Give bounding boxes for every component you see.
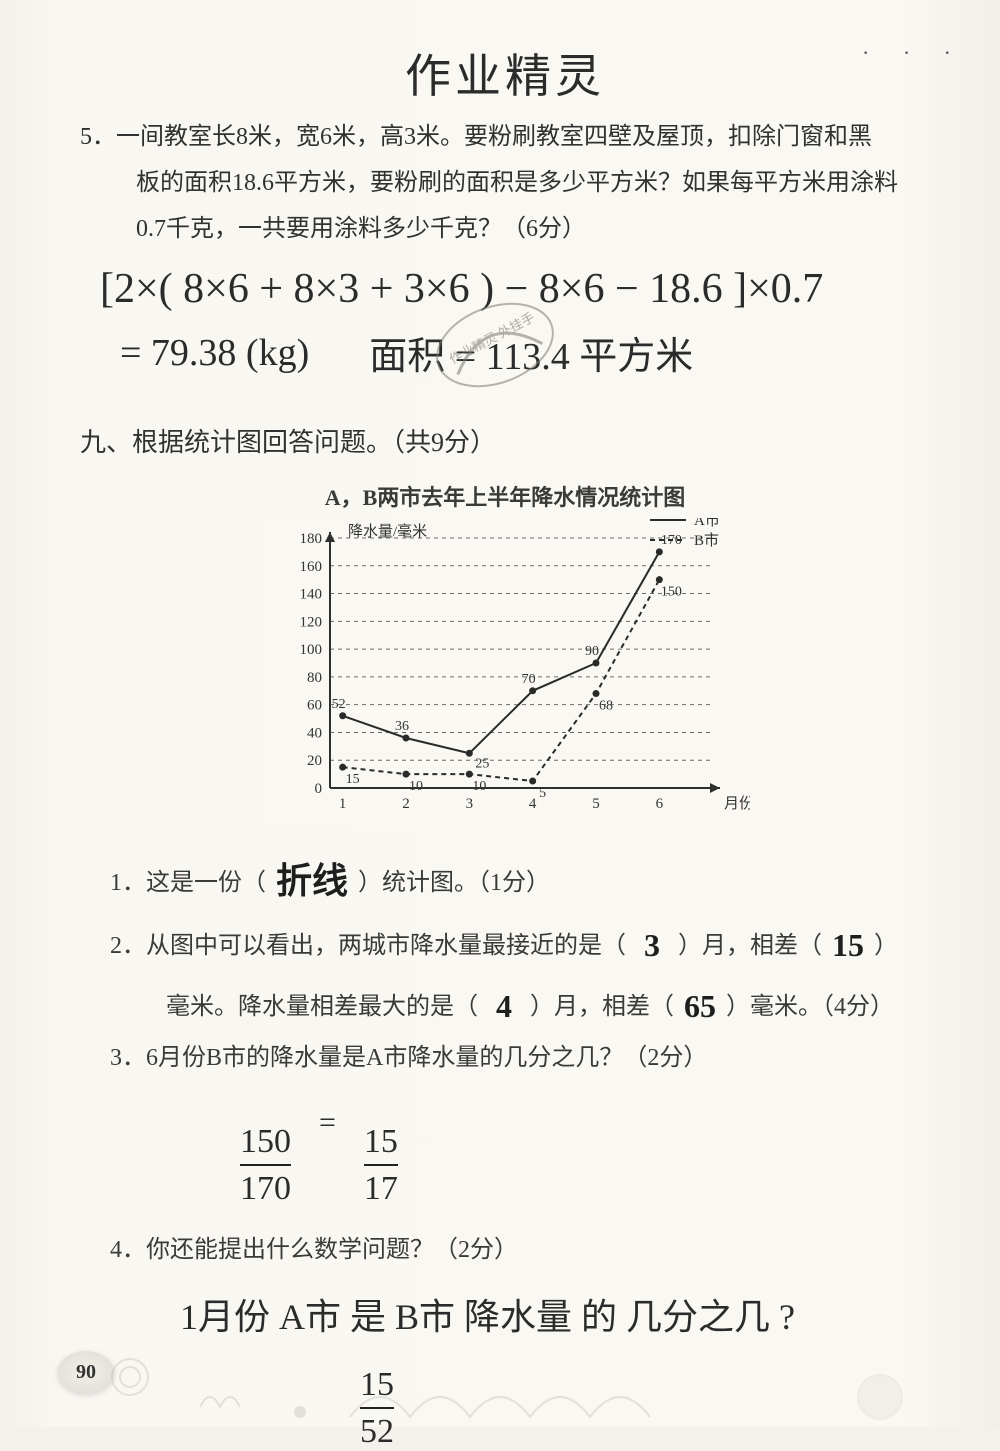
q3-fraction-work: 150 170 = 15 17 — [240, 1094, 930, 1208]
svg-text:80: 80 — [307, 669, 322, 685]
header-handwritten-title: 作业精灵 — [80, 40, 930, 106]
fraction-bar — [240, 1164, 291, 1166]
section-9-heading: 九、根据统计图回答问题。（共9分） — [80, 420, 930, 466]
scan-edge-dots: · · · — [862, 40, 965, 66]
problem-5-number: 5． — [80, 124, 116, 150]
chart-container: 020406080100120140160180123456降水量/毫米月份A市… — [80, 518, 930, 833]
q1-blank: 折线 — [272, 847, 352, 915]
question-1: 1．这是一份（ 折线 ）统计图。（1分） — [110, 847, 930, 915]
svg-text:25: 25 — [475, 756, 489, 771]
q4-handwritten-question: 1月份 A市 是 B市 降水量 的 几分之几 ? — [180, 1283, 930, 1351]
svg-text:15: 15 — [346, 772, 360, 787]
svg-text:68: 68 — [599, 698, 613, 713]
svg-text:150: 150 — [661, 584, 682, 599]
svg-text:140: 140 — [300, 586, 323, 602]
q3-frac-right-num: 15 — [364, 1123, 398, 1160]
svg-text:5: 5 — [592, 796, 600, 812]
problem-5-result-left: = 79.38 (kg) — [120, 331, 309, 375]
svg-text:6: 6 — [656, 796, 664, 812]
q3-frac-right: 15 17 — [364, 1123, 398, 1208]
q1-before: 1．这是一份（ — [110, 870, 266, 896]
problem-5-line2: 板的面积18.6平方米，要粉刷的面积是多少平方米？如果每平方米用涂料 — [80, 162, 930, 204]
svg-text:B市: B市 — [694, 532, 719, 549]
svg-text:100: 100 — [300, 642, 323, 658]
svg-text:20: 20 — [307, 753, 322, 769]
svg-text:A市: A市 — [694, 518, 720, 529]
svg-text:180: 180 — [300, 531, 323, 547]
rainfall-line-chart: 020406080100120140160180123456降水量/毫米月份A市… — [260, 518, 750, 833]
q3-frac-left-num: 150 — [240, 1123, 291, 1160]
q3-equals: = — [319, 1094, 336, 1151]
problem-5: 5．一间教室长8米，宽6米，高3米。要粉刷教室四壁及屋顶，扣除门窗和黑 板的面积… — [80, 116, 930, 250]
svg-text:0: 0 — [315, 781, 323, 797]
chart-svg: 020406080100120140160180123456降水量/毫米月份A市… — [260, 518, 750, 828]
q3-frac-left-den: 170 — [240, 1170, 291, 1207]
q2-l2-before: 毫米。降水量相差最大的是（ — [166, 994, 478, 1020]
svg-text:5: 5 — [539, 786, 546, 801]
question-2-line1: 2．从图中可以看出，两城市降水量最接近的是（ 3 ）月，相差（ 15 ） — [110, 915, 930, 976]
problem-5-line3: 0.7千克，一共要用涂料多少千克？（6分） — [80, 208, 930, 250]
svg-text:降水量/毫米: 降水量/毫米 — [348, 522, 427, 540]
q2-l2-mid: ）月，相差（ — [530, 994, 674, 1020]
svg-text:70: 70 — [522, 671, 536, 686]
svg-text:60: 60 — [307, 697, 322, 713]
q2-l2-after: ）毫米。（4分） — [726, 994, 894, 1020]
q3-frac-right-den: 17 — [364, 1170, 398, 1207]
svg-text:2: 2 — [402, 796, 410, 812]
q2-blank-b: 15 — [828, 915, 868, 976]
problem-5-line1: 一间教室长8米，宽6米，高3米。要粉刷教室四壁及屋顶，扣除门窗和黑 — [116, 124, 872, 150]
svg-text:1: 1 — [339, 796, 347, 812]
svg-text:120: 120 — [300, 614, 323, 630]
footer-decoration — [0, 1357, 1000, 1427]
svg-text:170: 170 — [661, 532, 682, 547]
q2-l1-before: 2．从图中可以看出，两城市降水量最接近的是（ — [110, 933, 626, 959]
svg-text:160: 160 — [300, 558, 323, 574]
q1-after: ）统计图。（1分） — [358, 870, 550, 896]
svg-text:52: 52 — [332, 696, 346, 711]
svg-text:40: 40 — [307, 725, 322, 741]
svg-text:4: 4 — [529, 796, 537, 812]
fraction-bar — [364, 1164, 398, 1166]
q2-l1-after: ） — [874, 933, 898, 959]
svg-text:月份: 月份 — [724, 795, 750, 812]
question-4: 4．你还能提出什么数学问题？（2分） — [110, 1228, 930, 1274]
q3-frac-left: 150 170 — [240, 1123, 291, 1208]
svg-text:10: 10 — [472, 779, 486, 794]
question-3: 3．6月份B市的降水量是A市降水量的几分之几？（2分） — [110, 1036, 930, 1082]
stamp-text: 作业精灵 外挂手 — [447, 309, 537, 366]
svg-text:90: 90 — [585, 644, 599, 659]
svg-text:3: 3 — [466, 796, 474, 812]
worksheet-page: · · · 作业精灵 5．一间教室长8米，宽6米，高3米。要粉刷教室四壁及屋顶，… — [0, 0, 1000, 1427]
q2-l1-mid: ）月，相差（ — [678, 933, 822, 959]
chart-title: A，B两市去年上半年降水情况统计图 — [80, 480, 930, 512]
q2-blank-c: 4 — [484, 976, 524, 1037]
question-2-line2: 毫米。降水量相差最大的是（ 4 ）月，相差（ 65 ）毫米。（4分） — [110, 976, 930, 1037]
svg-text:36: 36 — [395, 719, 409, 734]
q2-blank-d: 65 — [680, 976, 720, 1037]
q2-blank-a: 3 — [632, 915, 672, 976]
svg-text:10: 10 — [409, 779, 423, 794]
